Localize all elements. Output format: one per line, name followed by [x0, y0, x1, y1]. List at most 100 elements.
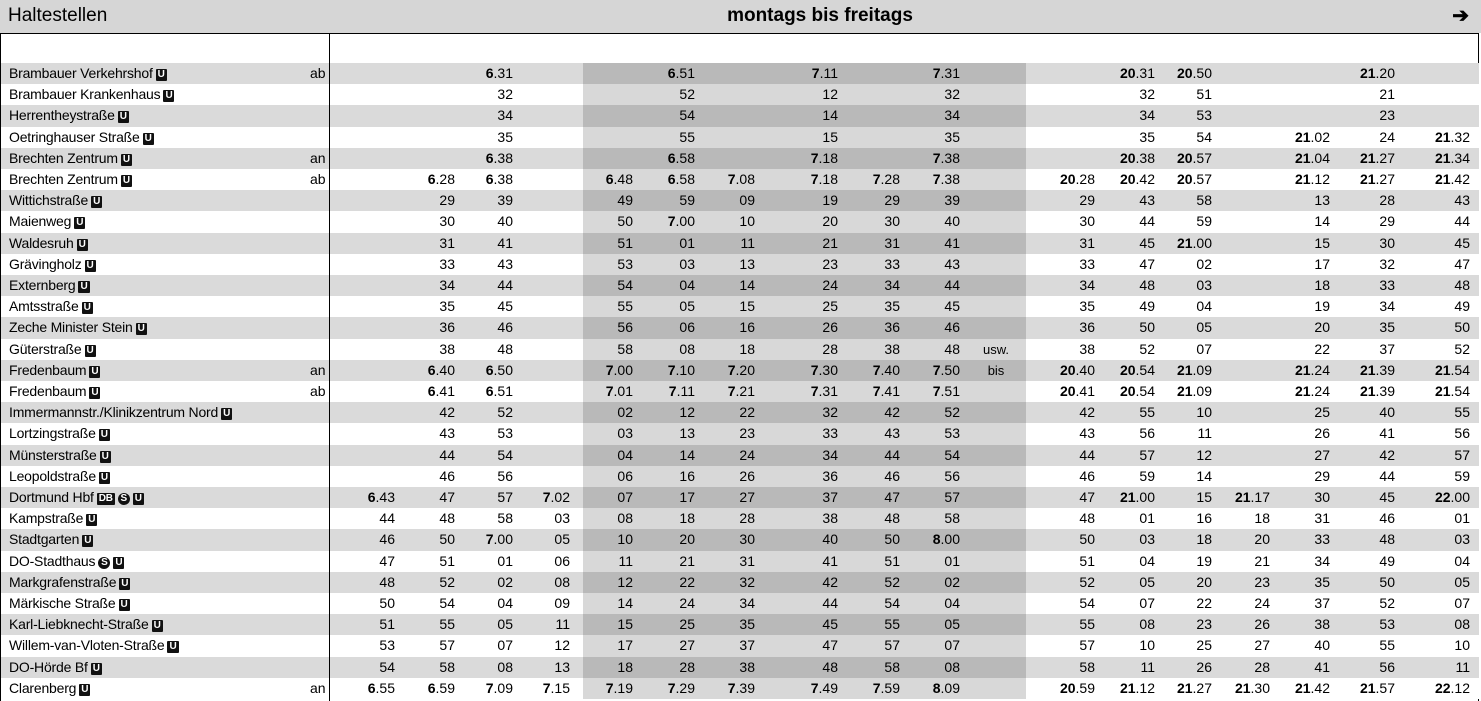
transit-symbol: U	[167, 641, 179, 654]
departure-time: 58	[439, 658, 455, 675]
departure-time: 08	[554, 573, 570, 590]
departure-time: 03	[617, 425, 633, 442]
departure-time: 7.20	[727, 361, 755, 378]
stop-row: Zeche Minister Stein U 36 46 56 06 16 26 36 46 36 5…	[1, 317, 1479, 339]
departure-time: 21.54	[1434, 361, 1470, 378]
departure-time: 07	[1139, 595, 1155, 611]
departure-time: 42	[822, 573, 838, 590]
stop-name: Güterstraße U	[9, 339, 96, 360]
transit-symbol: U	[86, 514, 98, 527]
row-shade-middle	[583, 593, 1026, 615]
departure-time: 30	[439, 213, 455, 230]
departure-time: 38	[822, 510, 838, 527]
departure-time: 19	[822, 192, 838, 209]
departure-time: 36	[822, 467, 838, 484]
stop-row: Dortmund Hbf DB S U 6.43 47 57 7.02 07 17 27 37 47 57…	[1, 487, 1479, 509]
departure-time: 10	[739, 213, 755, 230]
departure-time: 05	[1454, 573, 1470, 590]
departure-time: 11	[555, 616, 570, 633]
departure-time: 54	[439, 595, 455, 611]
departure-time: 21.39	[1359, 383, 1395, 399]
departure-time: 47	[379, 552, 395, 569]
departure-time: 46	[1379, 510, 1395, 527]
stop-name: Märkische Straße U	[9, 593, 130, 614]
departure-time: 7.28	[872, 171, 900, 187]
departure-time: 47	[1454, 255, 1470, 272]
departure-time: 22	[679, 573, 695, 590]
departure-time: 7.31	[810, 383, 838, 399]
stop-label: Brambauer Krankenhaus	[9, 86, 161, 103]
departure-time: 31	[1079, 234, 1095, 251]
departure-time: 58	[944, 510, 960, 527]
departure-time: 59	[679, 192, 695, 209]
stop-name: Externberg U	[9, 275, 90, 296]
departure-time: 31	[439, 234, 455, 251]
departure-time: 45	[944, 298, 960, 315]
departure-time: 37	[1314, 595, 1330, 611]
stop-name: Lortzingstraße U	[9, 423, 110, 444]
row-shade-middle	[583, 253, 1026, 275]
departure-time: 41	[497, 234, 513, 251]
departure-time: 44	[1139, 213, 1155, 230]
departure-time: 52	[944, 404, 960, 421]
departure-time: 38	[739, 658, 755, 675]
stop-name: DO-Hörde Bf U	[9, 657, 102, 678]
stop-label: Märkische Straße	[9, 595, 116, 611]
departure-time: 20.28	[1059, 171, 1095, 187]
departure-time: 52	[1079, 573, 1095, 590]
departure-time: 12	[1196, 446, 1212, 463]
departure-time: 50	[617, 213, 633, 230]
departure-time: 08	[944, 658, 960, 675]
departure-time: 01	[1139, 510, 1155, 527]
row-shade-middle	[583, 169, 1026, 191]
departure-time: 7.31	[932, 65, 960, 81]
departure-time: 55	[1379, 637, 1395, 654]
departure-time: 41	[1379, 425, 1395, 442]
row-shade-middle	[583, 211, 1026, 233]
transit-symbol: U	[74, 217, 86, 230]
stop-name: Fredenbaum U	[9, 381, 101, 402]
departure-time: 29	[884, 192, 900, 209]
departure-time: 7.00	[605, 361, 633, 378]
row-shade-middle	[583, 232, 1026, 254]
row-shade-middle	[583, 656, 1026, 678]
transit-symbol: U	[135, 323, 147, 336]
departure-time: 52	[679, 86, 695, 103]
departure-time: 21.57	[1359, 679, 1395, 696]
departure-time: 54	[884, 595, 900, 611]
departure-time: 32	[497, 86, 513, 103]
stop-name: Grävingholz U	[9, 254, 96, 275]
row-shade-middle	[583, 147, 1026, 169]
departure-time: 47	[1079, 489, 1095, 505]
departure-time: 58	[884, 658, 900, 675]
departure-time: 21.24	[1294, 383, 1330, 399]
departure-time: 21	[1254, 552, 1270, 569]
departure-time: 44	[439, 446, 455, 463]
departure-time: 52	[884, 573, 900, 590]
stop-label: Markgrafenstraße	[9, 573, 117, 590]
departure-time: 7.30	[810, 361, 838, 378]
departure-time: 56	[497, 467, 513, 484]
transit-symbol: U	[89, 365, 101, 378]
stop-label: DO-Hörde Bf	[9, 658, 88, 675]
departure-time: 20.57	[1176, 171, 1212, 187]
departure-time: 33	[439, 255, 455, 272]
departure-time: 24	[679, 595, 695, 611]
departure-time: 55	[617, 298, 633, 315]
stop-label: Kampstraße	[9, 510, 84, 527]
transit-symbol: U	[113, 556, 125, 569]
departure-time: 30	[1379, 234, 1395, 251]
departure-time: 21.30	[1234, 679, 1270, 696]
arrival-departure: an	[310, 361, 326, 378]
departure-time: 16	[679, 467, 695, 484]
departure-time: 13	[1314, 192, 1330, 209]
row-shade-middle	[583, 550, 1026, 572]
departure-time: 20.40	[1059, 361, 1095, 378]
transit-symbol: U	[120, 153, 132, 166]
transit-symbol: U	[151, 620, 163, 633]
row-shade-middle	[583, 677, 1026, 699]
departure-time: 36	[884, 319, 900, 336]
departure-time: 7.02	[542, 489, 570, 505]
